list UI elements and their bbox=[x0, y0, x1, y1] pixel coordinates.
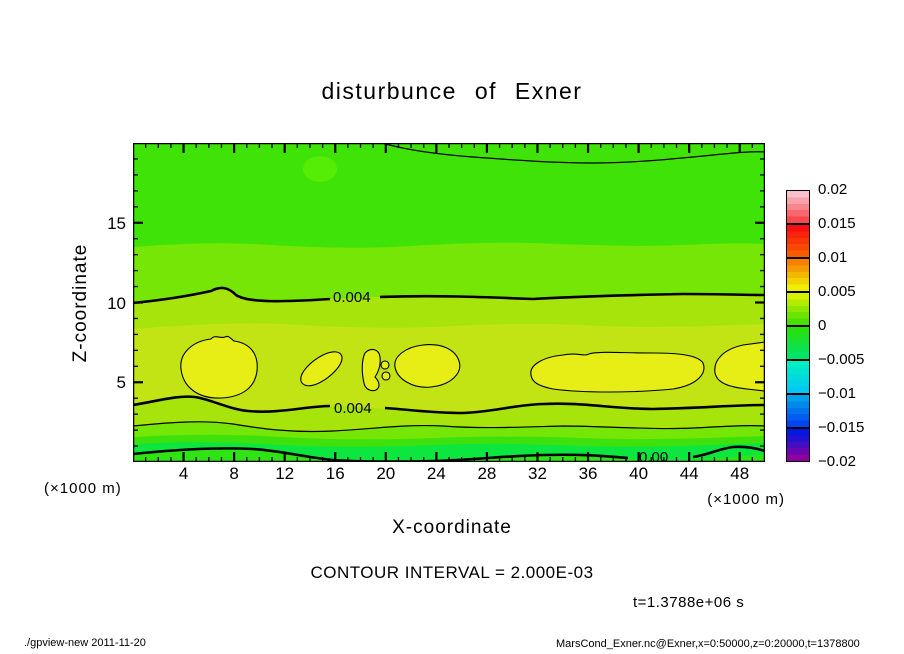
colorbar bbox=[786, 190, 810, 462]
blob-large-right bbox=[530, 351, 705, 393]
colorbar-tick-label: 0.02 bbox=[818, 181, 848, 198]
x-tick-label: 24 bbox=[426, 464, 446, 483]
colorbar-tick-label: 0.01 bbox=[818, 249, 848, 266]
blob-medium bbox=[394, 344, 461, 388]
x-tick-label: 20 bbox=[376, 464, 396, 483]
blob-tiny-1 bbox=[380, 360, 390, 370]
z-tick-label: 15 bbox=[107, 213, 126, 233]
colorbar-cell bbox=[787, 361, 809, 395]
x-tick-label: 28 bbox=[477, 464, 497, 483]
x-tick-label: 32 bbox=[528, 464, 547, 483]
x-axis-unit-label: (×1000 m) bbox=[707, 491, 785, 508]
colorbar-cell bbox=[787, 395, 809, 429]
colorbar-cell bbox=[787, 259, 809, 293]
contour-thick-upper-left bbox=[133, 286, 331, 305]
contour-thin-mid bbox=[133, 421, 765, 433]
colorbar-tick-label: 0.005 bbox=[818, 283, 856, 300]
contour-fill-bands bbox=[133, 143, 765, 462]
colorbar-cell bbox=[787, 327, 809, 361]
x-tick-label: 44 bbox=[679, 464, 699, 483]
colorbar-cell bbox=[787, 225, 809, 259]
x-tick-label: 8 bbox=[229, 464, 239, 483]
x-tick-label: 40 bbox=[629, 464, 649, 483]
contour-label-lower: 0.004 bbox=[334, 400, 372, 417]
plot-title: disturbunce of Exner bbox=[321, 78, 583, 104]
blob-left bbox=[180, 335, 258, 399]
z-axis-title: Z-coordinate bbox=[70, 243, 91, 363]
contour-thick-lower-right bbox=[384, 402, 765, 415]
time-annotation: t=1.3788e+06 s bbox=[633, 594, 745, 611]
contour-interval-annotation: CONTOUR INTERVAL = 2.000E-03 bbox=[310, 563, 594, 582]
contour-thick-bottom-right bbox=[692, 445, 765, 459]
contour-plot-area: 0.004 0.004 0.00 bbox=[133, 143, 765, 462]
colorbar-tick-label: 0.015 bbox=[818, 215, 856, 232]
x-axis-title: X-coordinate bbox=[392, 517, 512, 538]
colorbar-tick-label: 0 bbox=[818, 317, 827, 334]
z-tick-label: 10 bbox=[107, 293, 126, 313]
blob-right-edge bbox=[714, 341, 765, 392]
contour-label-bottom: 0.00 bbox=[639, 449, 668, 462]
footer-data-source: MarsCond_Exner.nc@Exner,x=0:50000,z=0:20… bbox=[556, 638, 860, 650]
footer-program-stamp: ./gpview-new 2011-11-20 bbox=[24, 637, 146, 649]
z-tick-label: 5 bbox=[116, 373, 126, 393]
x-tick-label: 12 bbox=[275, 464, 295, 483]
x-tick-label: 4 bbox=[178, 464, 189, 483]
contour-thick-lower-left bbox=[133, 395, 331, 413]
band-bottom bbox=[133, 448, 765, 462]
colorbar-tick-label: −0.01 bbox=[818, 385, 856, 402]
band-light-spot bbox=[303, 156, 337, 182]
anomaly-blobs bbox=[180, 335, 765, 399]
contour-thin-top bbox=[381, 143, 765, 164]
contour-thick-upper-right bbox=[379, 292, 765, 301]
blob-small-diagonal bbox=[300, 351, 343, 387]
colorbar-tick-label: −0.005 bbox=[818, 351, 865, 368]
x-tick-label: 36 bbox=[578, 464, 598, 483]
blob-tiny-2 bbox=[381, 371, 391, 381]
x-tick-label: 48 bbox=[730, 464, 750, 483]
colorbar-cell bbox=[787, 293, 809, 327]
colorbar-cell bbox=[787, 429, 809, 461]
contour-line-labels: 0.004 0.004 0.00 bbox=[333, 289, 668, 462]
x-tick-label: 16 bbox=[325, 464, 345, 483]
colorbar-tick-label: −0.02 bbox=[818, 453, 856, 470]
colorbar-cell bbox=[787, 191, 809, 225]
z-axis-unit-label: (×1000 m) bbox=[44, 480, 122, 497]
blob-pinched bbox=[361, 348, 381, 392]
colorbar-tick-label: −0.015 bbox=[818, 419, 865, 436]
contour-label-upper: 0.004 bbox=[333, 289, 371, 306]
